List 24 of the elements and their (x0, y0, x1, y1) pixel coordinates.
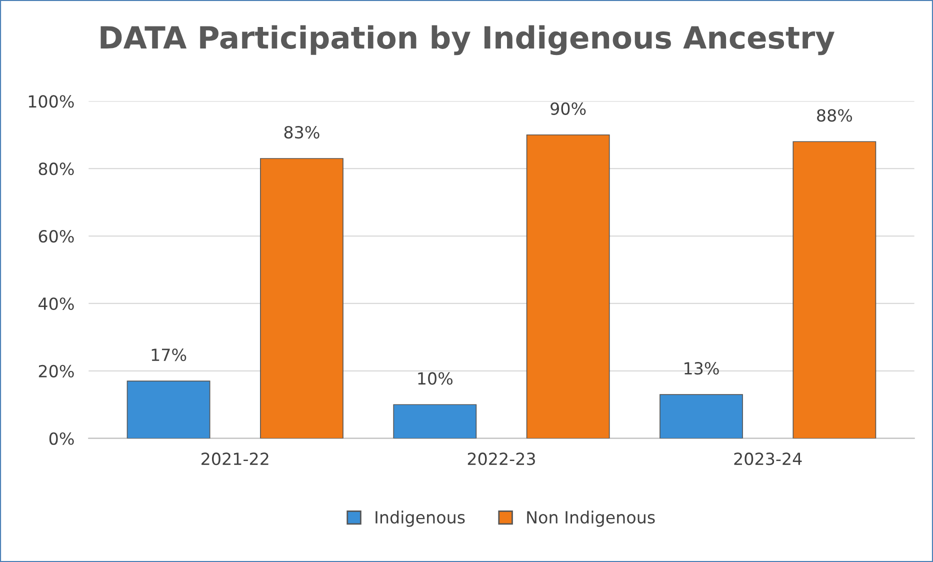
legend-label: Non Indigenous (527, 510, 655, 527)
bar (792, 141, 876, 438)
y-tick-label: 60% (38, 230, 74, 243)
bar (660, 394, 743, 438)
y-tick-label: 100% (28, 95, 74, 108)
x-tick-label: 2023-24 (734, 452, 802, 466)
legend-label: Indigenous (376, 510, 465, 527)
y-tick-label: 0% (49, 432, 74, 445)
data-label: 83% (284, 126, 320, 139)
data-label: 17% (152, 348, 186, 362)
y-tick-label: 40% (38, 297, 74, 310)
data-label: 88% (817, 109, 852, 122)
x-tick-label: 2021-22 (202, 452, 268, 466)
chart-title: DATA Participation by Indigenous Ancestry (100, 25, 835, 56)
data-label: 13% (684, 362, 719, 375)
bar (126, 380, 210, 438)
y-tick-label: 20% (38, 364, 74, 378)
x-tick-label: 2022-23 (468, 452, 535, 466)
data-label: 10% (418, 372, 452, 385)
bar (526, 134, 610, 438)
data-label: 90% (550, 102, 586, 115)
bar (393, 404, 477, 438)
y-tick-label: 80% (38, 162, 74, 176)
bar (260, 158, 344, 438)
